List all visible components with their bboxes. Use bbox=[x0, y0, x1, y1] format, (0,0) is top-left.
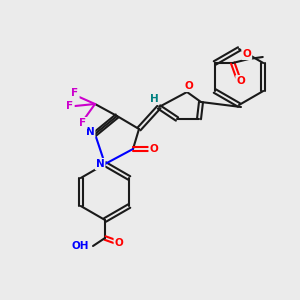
Text: F: F bbox=[71, 88, 79, 98]
Text: H: H bbox=[150, 94, 158, 104]
Text: O: O bbox=[115, 238, 123, 248]
Text: O: O bbox=[236, 76, 245, 86]
Text: O: O bbox=[150, 144, 158, 154]
Text: F: F bbox=[66, 101, 74, 111]
Text: N: N bbox=[96, 159, 104, 169]
Text: O: O bbox=[242, 49, 251, 59]
Text: O: O bbox=[184, 81, 194, 91]
Text: F: F bbox=[80, 118, 87, 128]
Text: OH: OH bbox=[71, 241, 89, 251]
Text: N: N bbox=[85, 127, 94, 137]
